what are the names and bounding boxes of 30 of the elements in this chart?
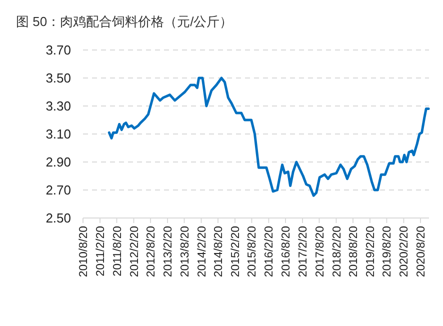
- x-tick-label: 2019/2/20: [364, 226, 377, 278]
- x-tick-label: 2010/8/20: [78, 226, 90, 278]
- x-tick-label: 2015/2/20: [230, 226, 242, 278]
- x-tick-label: 2016/2/20: [264, 226, 276, 278]
- y-tick-label: 2.50: [46, 210, 71, 226]
- x-tick-label: 2019/8/20: [382, 226, 394, 278]
- x-tick-label: 2020/8/20: [416, 226, 428, 278]
- x-tick-label: 2017/2/20: [298, 226, 310, 278]
- y-tick-label: 3.30: [46, 98, 71, 114]
- x-tick-label: 2013/2/20: [162, 226, 175, 278]
- x-tick-label: 2018/8/20: [348, 226, 360, 278]
- x-tick-label: 2016/8/20: [280, 226, 293, 278]
- y-tick-label: 3.70: [46, 42, 71, 58]
- x-tick-label: 2011/2/20: [95, 226, 108, 276]
- x-tick-label: 2012/8/20: [146, 226, 158, 278]
- y-tick-label: 2.90: [46, 154, 71, 170]
- x-tick-label: 2015/8/20: [246, 226, 259, 278]
- x-tick-label: 2013/8/20: [179, 226, 192, 278]
- y-tick-label: 3.10: [46, 126, 71, 142]
- x-tick-label: 2020/2/20: [398, 226, 411, 278]
- y-tick-label: 3.50: [46, 70, 71, 86]
- y-tick-label: 2.70: [46, 182, 71, 198]
- x-tick-label: 2012/2/20: [128, 226, 141, 278]
- x-tick-label: 2014/2/20: [196, 226, 208, 278]
- x-tick-label: 2017/8/20: [314, 226, 326, 278]
- chart-title: 图 50：肉鸡配合饲料价格（元/公斤）: [16, 14, 233, 29]
- x-tick-label: 2014/8/20: [213, 226, 226, 278]
- x-tick-label: 2018/2/20: [331, 226, 344, 278]
- line-series: [108, 76, 430, 197]
- x-tick-label: 2011/8/20: [112, 226, 124, 276]
